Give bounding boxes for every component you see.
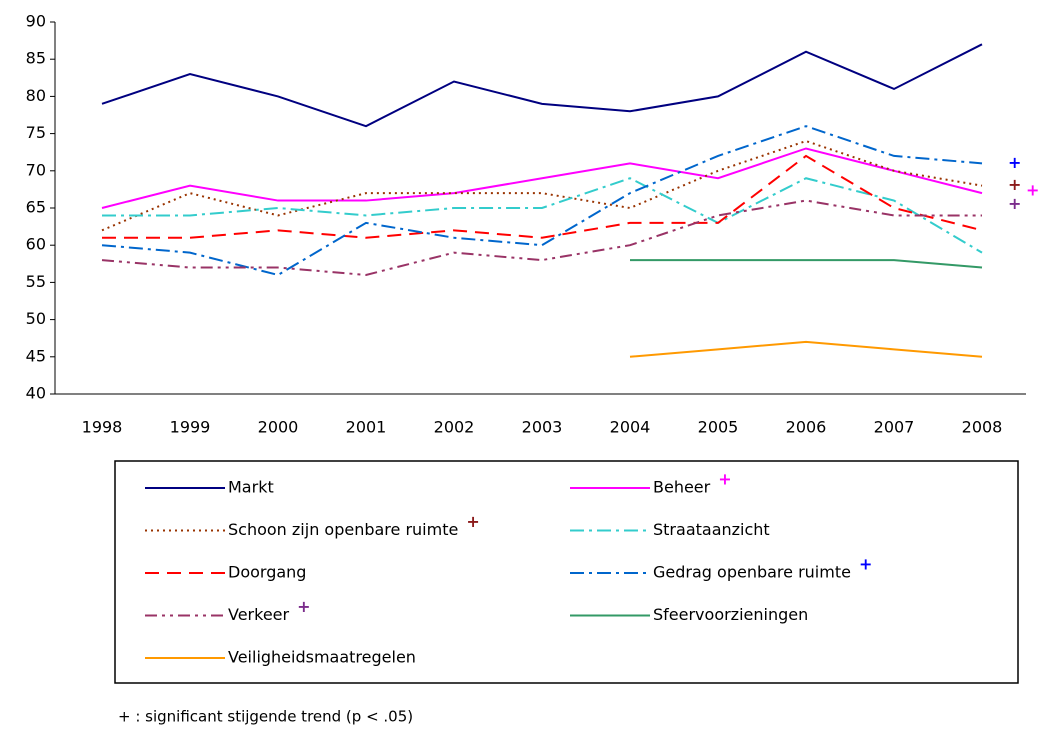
series-line (101, 147, 983, 209)
x-tick-label: 2004 (610, 418, 651, 437)
legend-label: Veiligheidsmaatregelen (228, 648, 416, 667)
y-tick-label: 75 (26, 123, 46, 142)
x-tick-label: 2002 (434, 418, 475, 437)
trend-marker: + (1026, 181, 1038, 200)
legend-label: Gedrag openbare ruimte (653, 563, 851, 582)
series-line (102, 154, 983, 239)
series-line (101, 43, 983, 128)
legend-marker: + (297, 597, 310, 616)
series-line (101, 125, 983, 277)
y-tick-label: 80 (26, 86, 46, 105)
y-tick-label: 60 (26, 235, 46, 254)
y-tick-label: 40 (26, 384, 46, 403)
series-line (101, 139, 983, 232)
trend-marker: + (1008, 153, 1021, 172)
legend-marker: + (466, 512, 479, 531)
y-tick-label: 85 (26, 49, 46, 68)
series-line (630, 259, 983, 269)
x-tick-label: 2001 (346, 418, 387, 437)
y-tick-label: 70 (26, 160, 46, 179)
legend-label: Sfeervoorzieningen (653, 605, 808, 624)
legend-box (114, 460, 1019, 684)
legend-label: Doorgang (228, 563, 306, 582)
x-tick-label: 2007 (874, 418, 915, 437)
legend-label: Markt (228, 478, 274, 497)
x-tick-label: 1998 (82, 418, 123, 437)
trend-marker: + (1008, 194, 1021, 213)
y-tick-label: 65 (26, 198, 46, 217)
legend-label: Straataanzicht (653, 520, 770, 539)
y-tick-label: 55 (26, 272, 46, 291)
legend-label: Verkeer (228, 605, 290, 624)
series-line (629, 340, 983, 358)
trend-marker: + (1008, 175, 1021, 194)
legend-label: Schoon zijn openbare ruimte (228, 520, 458, 539)
y-tick-label: 45 (26, 346, 46, 365)
legend-marker: + (859, 555, 872, 574)
legend-label: Beheer (653, 478, 711, 497)
x-tick-label: 1999 (170, 418, 211, 437)
x-tick-label: 2005 (698, 418, 739, 437)
x-tick-label: 2008 (962, 418, 1003, 437)
y-tick-label: 50 (26, 309, 46, 328)
y-tick-label: 90 (26, 12, 46, 31)
x-tick-label: 2006 (786, 418, 827, 437)
x-tick-label: 2003 (522, 418, 563, 437)
footnote: + : significant stijgende trend (p < .05… (118, 708, 413, 726)
series-line (102, 177, 983, 254)
x-tick-label: 2000 (258, 418, 299, 437)
legend-marker: + (718, 470, 731, 489)
series-line (101, 199, 982, 276)
